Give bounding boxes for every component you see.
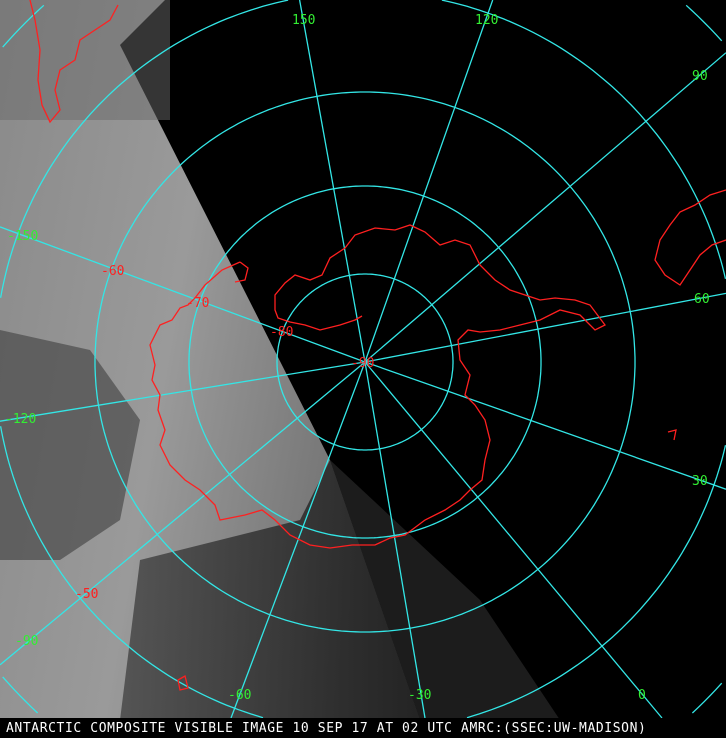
latitude-circle--50 (441, 0, 726, 279)
meridian-line (230, 361, 366, 719)
lat-label-minus50: -50 (75, 587, 98, 602)
meridian-line (298, 0, 366, 363)
lon-label-60: 60 (694, 292, 710, 307)
caption-bar (0, 718, 726, 738)
latitude-circle--70 (188, 185, 542, 539)
south-america-coastline (29, 0, 119, 124)
lon-label-minus120: -120 (5, 412, 36, 427)
latitude-circle--40 (685, 4, 723, 42)
image-caption: ANTARCTIC COMPOSITE VISIBLE IMAGE 10 SEP… (6, 721, 647, 736)
lat-label-minus80: -80 (270, 325, 293, 340)
meridian-line (0, 361, 366, 666)
ocean-imagery-dark (0, 330, 140, 560)
lat-label-minus70: -70 (186, 296, 209, 311)
lat-label-minus60: -60 (101, 264, 124, 279)
lon-label-120: 120 (475, 13, 498, 28)
lat-label-minus90: -90 (351, 356, 374, 371)
cloud-band (0, 0, 170, 120)
australia-coastline (654, 189, 726, 286)
meridian-line (364, 0, 494, 363)
meridian-line (364, 361, 663, 719)
graticule (0, 0, 726, 719)
meridian-line (364, 361, 426, 719)
latitude-circle--80 (276, 273, 454, 451)
island-coastline (177, 675, 189, 691)
latitude-circle--50 (0, 0, 289, 298)
latitude-circle--40 (2, 676, 39, 714)
meridian-line (0, 226, 366, 363)
meridian-line (364, 292, 726, 363)
lon-label-minus90: -90 (15, 634, 38, 649)
meridian-line (364, 52, 726, 363)
latitude-circle--40 (691, 682, 723, 714)
meridian-line (364, 361, 726, 490)
lon-label-minus30: -30 (408, 688, 431, 703)
meridian-line (0, 361, 366, 422)
lon-label-minus150: -150 (7, 229, 38, 244)
lon-label-minus60: -60 (228, 688, 251, 703)
lon-label-150: 150 (292, 13, 315, 28)
antarctica-coastline (149, 224, 606, 549)
ocean-imagery-right (330, 460, 560, 720)
latitude-circle--40 (2, 4, 45, 48)
longitude-labels: 150 120 90 60 30 0 -30 -60 -90 -120 -150 (5, 13, 710, 703)
latitude-circle--50 (0, 426, 264, 719)
latitude-circle--50 (466, 445, 726, 719)
latitude-labels: -50 -60 -70 -80 -90 (75, 264, 374, 602)
island-coastline-2 (667, 429, 677, 441)
latitude-circle--60 (94, 91, 636, 633)
lon-label-30: 30 (692, 474, 708, 489)
lon-label-90: 90 (692, 69, 708, 84)
lon-label-0: 0 (638, 688, 646, 703)
ocean-imagery-south (120, 460, 420, 720)
coastline (29, 0, 726, 691)
peninsula-coastline (234, 261, 249, 283)
